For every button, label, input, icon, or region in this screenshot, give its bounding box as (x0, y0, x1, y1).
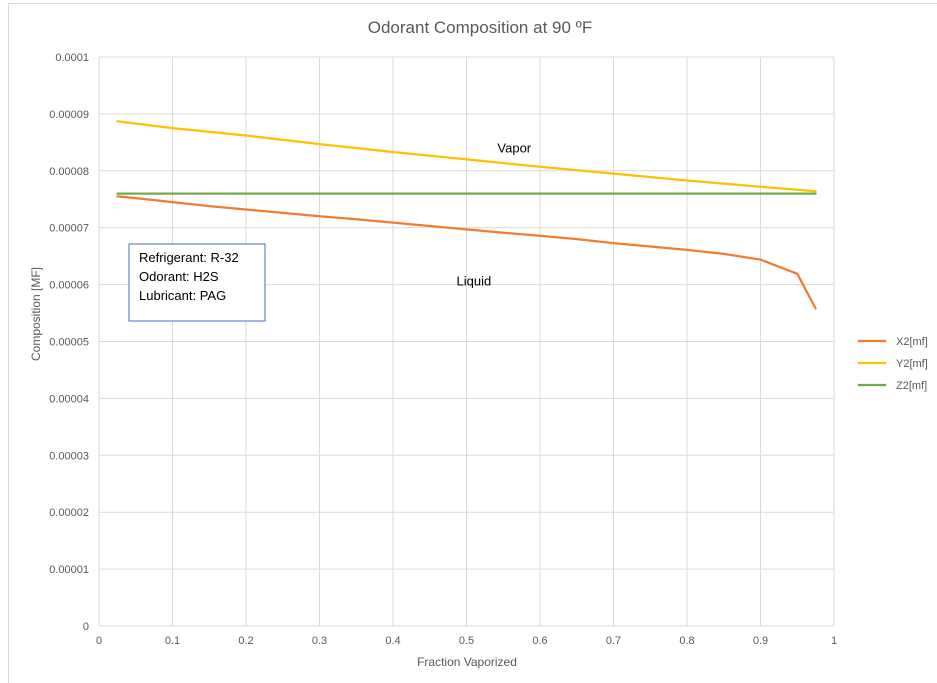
x-tick-label: 0.8 (679, 635, 694, 647)
info-box-line: Odorant: H2S (139, 269, 219, 284)
y-tick-label: 0.00002 (49, 507, 89, 519)
info-box-line: Refrigerant: R-32 (139, 250, 239, 265)
annotations: Vapor Liquid (456, 141, 531, 289)
y-tick-label: 0 (83, 621, 89, 633)
info-text-box: Refrigerant: R-32 Odorant: H2S Lubricant: … (128, 243, 266, 322)
series-line-y2-mf- (116, 120, 817, 193)
y-tick-label: 0.00003 (49, 450, 89, 462)
y-tick-label: 0.00008 (49, 166, 89, 178)
x-tick-label: 0.9 (753, 635, 768, 647)
legend-label: Y2[mf] (896, 358, 928, 370)
series-lines (116, 120, 817, 310)
x-tick-label: 1 (831, 635, 837, 647)
y-tick-label: 0.00004 (49, 393, 89, 405)
tick-labels: 0 0.1 0.2 0.3 0.4 0.5 0.6 0.7 0.8 0.9 1 0 0.00001 0.0… (49, 52, 837, 647)
annotation-vapor: Vapor (497, 141, 531, 156)
x-tick-label: 0.3 (312, 635, 327, 647)
info-box-border (128, 243, 266, 322)
info-box-line: Lubricant: PAG (139, 288, 226, 303)
x-axis-title: Fraction Vaporized (417, 655, 517, 669)
x-tick-label: 0.1 (165, 635, 180, 647)
y-tick-label: 0.00001 (49, 564, 89, 576)
chart-frame (8, 3, 937, 683)
y-tick-label: 0.00006 (49, 280, 89, 292)
y-tick-label: 0.00007 (49, 223, 89, 235)
x-tick-label: 0.2 (238, 635, 253, 647)
x-tick-label: 0.7 (606, 635, 621, 647)
legend: X2[mf] Y2[mf] Z2[mf] (858, 336, 928, 392)
x-tick-label: 0.4 (385, 635, 400, 647)
legend-label: Z2[mf] (896, 380, 927, 392)
x-tick-label: 0.5 (459, 635, 474, 647)
y-axis-title: Composition [MF] (29, 267, 43, 361)
x-tick-label: 0.6 (532, 635, 547, 647)
legend-label: X2[mf] (896, 336, 928, 348)
annotation-liquid: Liquid (456, 274, 491, 289)
y-tick-label: 0.00005 (49, 337, 89, 349)
y-tick-label: 0.0001 (55, 52, 89, 64)
x-tick-label: 0 (96, 635, 102, 647)
y-tick-label: 0.00009 (49, 109, 89, 121)
series-line-x2-mf- (116, 195, 817, 310)
grid-layer (98, 56, 835, 627)
chart-title: Odorant Composition at 90 ºF (368, 18, 593, 37)
